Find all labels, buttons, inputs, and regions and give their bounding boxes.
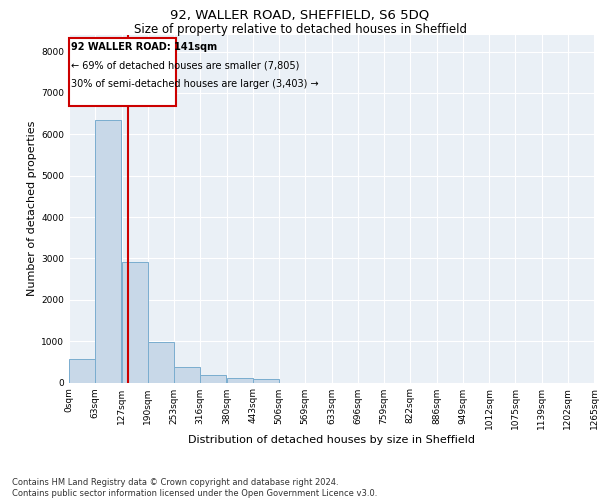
- Bar: [122, 262, 148, 382]
- Bar: [69, 360, 95, 382]
- Y-axis label: Number of detached properties: Number of detached properties: [27, 121, 37, 296]
- Bar: [200, 376, 226, 382]
- FancyBboxPatch shape: [70, 38, 176, 106]
- Text: 92 WALLER ROAD: 141sqm: 92 WALLER ROAD: 141sqm: [71, 42, 217, 51]
- X-axis label: Distribution of detached houses by size in Sheffield: Distribution of detached houses by size …: [188, 435, 475, 445]
- Bar: [174, 367, 200, 382]
- Text: Size of property relative to detached houses in Sheffield: Size of property relative to detached ho…: [133, 22, 467, 36]
- Text: Contains HM Land Registry data © Crown copyright and database right 2024.
Contai: Contains HM Land Registry data © Crown c…: [12, 478, 377, 498]
- Bar: [227, 378, 253, 382]
- Text: 92, WALLER ROAD, SHEFFIELD, S6 5DQ: 92, WALLER ROAD, SHEFFIELD, S6 5DQ: [170, 9, 430, 22]
- Bar: [148, 342, 174, 382]
- Bar: [253, 379, 279, 382]
- Text: 30% of semi-detached houses are larger (3,403) →: 30% of semi-detached houses are larger (…: [71, 80, 319, 90]
- Text: ← 69% of detached houses are smaller (7,805): ← 69% of detached houses are smaller (7,…: [71, 60, 299, 70]
- Bar: [95, 120, 121, 382]
